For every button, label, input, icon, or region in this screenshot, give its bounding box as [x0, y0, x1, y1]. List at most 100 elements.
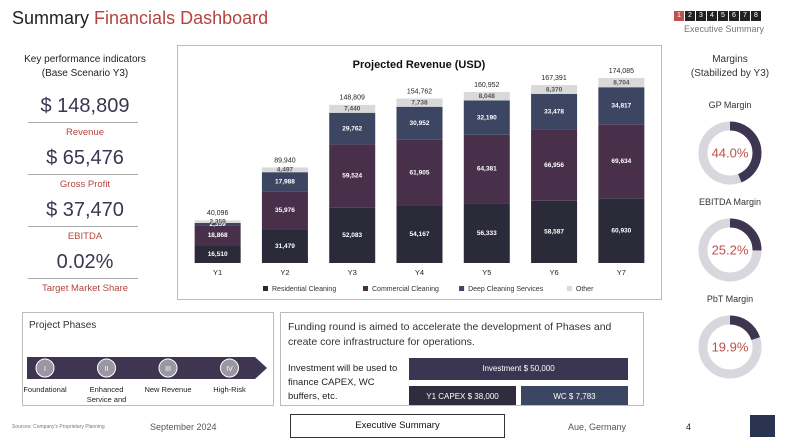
bar-segment [194, 220, 241, 223]
funding-box: Funding round is aimed to accelerate the… [280, 312, 644, 406]
phase-circle [35, 358, 55, 378]
phase-arrow [27, 357, 267, 379]
legend-swatch [566, 286, 572, 291]
kpi-label: EBITDA [67, 231, 103, 242]
funding-headline: Funding round is aimed to accelerate the… [288, 321, 612, 348]
page-nav-item: 2 [685, 11, 695, 21]
value-label: 17,988 [275, 178, 295, 185]
bar-segment [598, 78, 645, 88]
margins-title: Margins [712, 54, 748, 65]
bar-segment [396, 139, 443, 206]
margin-donut: 44.0% [698, 121, 762, 185]
footer-date: September 2024 [150, 422, 217, 432]
phase-numeral: I [44, 366, 46, 373]
x-tick-label: Y6 [549, 268, 558, 277]
x-tick-label: Y4 [415, 268, 424, 277]
chart-title: Projected Revenue (USD) [353, 59, 486, 71]
bar-segment [463, 91, 510, 101]
capex-bar: Y1 CAPEX $ 38,000 [409, 386, 516, 405]
value-label: 58,587 [544, 229, 564, 236]
phase-numeral: II [105, 366, 109, 373]
x-tick-label: Y2 [280, 268, 289, 277]
value-label: 8,048 [479, 93, 496, 100]
total-label: 148,809 [340, 95, 365, 102]
kpi-value: $ 148,809 [40, 95, 130, 117]
legend-swatch [459, 286, 465, 291]
x-tick-label: Y7 [617, 268, 626, 277]
value-label: 52,083 [342, 232, 362, 239]
value-label: 8,704 [613, 79, 630, 86]
wc-bar: WC $ 7,783 [521, 386, 628, 405]
value-label: 31,479 [275, 243, 295, 250]
value-label: 16,510 [208, 251, 228, 258]
donut-arc [698, 315, 762, 379]
bar-segment [194, 245, 241, 263]
kpi-divider [28, 122, 138, 123]
legend-label: Other [576, 286, 594, 293]
bar-segment [531, 200, 578, 263]
bar-segment [463, 100, 510, 135]
x-tick-label: Y5 [482, 268, 491, 277]
page-nav-item: 1 [674, 11, 684, 21]
total-label: 174,085 [609, 68, 634, 75]
value-label: 2,359 [210, 218, 227, 225]
bar-segment [598, 198, 645, 263]
phase-label: Enhanced Service and [86, 385, 127, 404]
phase-label: New Revenue [144, 385, 192, 394]
footer-location: Aue, Germany [568, 422, 627, 432]
value-label: 35,976 [275, 207, 295, 214]
kpi-label: Target Market Share [41, 283, 129, 294]
footer-page: 4 [686, 422, 692, 432]
bar-segment [329, 144, 376, 208]
value-label: 4,497 [277, 167, 294, 174]
bar-segment [598, 87, 645, 125]
kpi-value: $ 37,470 [46, 199, 124, 221]
bar-segment [531, 94, 578, 130]
page-nav-item: 6 [729, 11, 739, 21]
logo [750, 415, 775, 437]
kpi-divider [28, 174, 138, 175]
legend-swatch [363, 286, 368, 291]
kpi-subtitle: (Base Scenario Y3) [41, 68, 129, 79]
donut-label: 25.2% [712, 242, 749, 257]
page-nav-item: 4 [707, 11, 717, 21]
bar-segment [261, 229, 308, 263]
total-label: 154,762 [407, 88, 432, 95]
phase-label: High-Risk [213, 385, 246, 394]
bar-segment [463, 134, 510, 204]
margin-donut: 19.9% [698, 315, 762, 379]
kpi-value: 0.02% [56, 251, 114, 273]
title-part: Financials Dashboard [94, 8, 269, 28]
page-nav-item: 7 [740, 11, 750, 21]
bar-segment [396, 98, 443, 107]
bar-segment [329, 112, 376, 145]
bar-segment [261, 191, 308, 230]
footer-section: Executive Summary [290, 414, 505, 438]
bar-segment [396, 205, 443, 263]
page-nav-item: 8 [751, 11, 761, 21]
value-label: 2,359 [210, 221, 227, 228]
kpi-divider [28, 278, 138, 279]
bar-segment [463, 203, 510, 263]
footer-source: Sources: Company's Proprietary Planning [12, 424, 105, 430]
funding-text: Investment will be used to finance CAPEX… [288, 363, 398, 402]
phase-numeral: III [165, 366, 171, 373]
title-part: Summary [12, 8, 90, 28]
value-label: 66,956 [544, 162, 564, 169]
bar-segment [329, 104, 376, 113]
margin-name: GP Margin [708, 100, 752, 110]
legend-swatch [263, 286, 268, 291]
phases-title: Project Phases [29, 320, 97, 331]
donut-arc [698, 218, 762, 282]
value-label: 8,370 [546, 86, 563, 93]
value-label: 64,381 [477, 166, 497, 173]
kpi-title: Key performance indicators [24, 54, 146, 65]
bar-segment [194, 222, 241, 226]
value-label: 30,952 [410, 120, 430, 127]
margins-subtitle: (Stabilized by Y3) [690, 68, 770, 79]
phase-circle [220, 358, 239, 378]
donut-label: 19.9% [712, 339, 749, 354]
phase-circle [97, 358, 116, 378]
